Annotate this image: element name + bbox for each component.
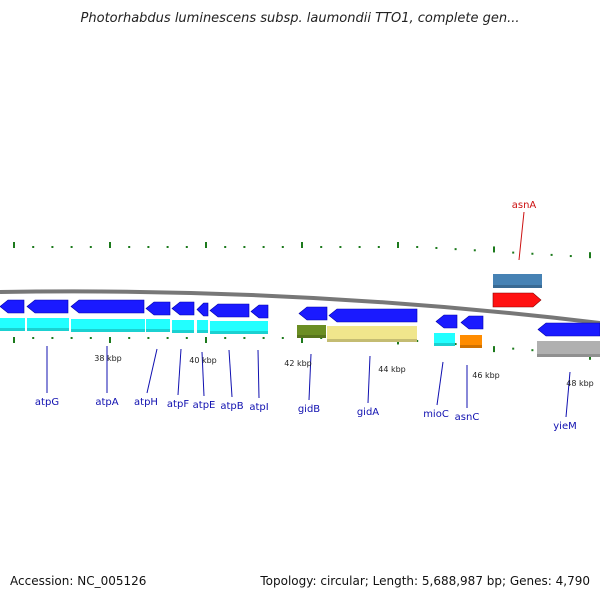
gene-label-gidA: gidA bbox=[357, 407, 379, 418]
cds-feature bbox=[492, 292, 542, 308]
kbp-label: 38 kbp bbox=[94, 354, 122, 363]
gene-feature bbox=[537, 341, 600, 357]
kbp-label: 46 kbp bbox=[472, 371, 500, 380]
kbp-label: 42 kbp bbox=[284, 359, 312, 368]
gene-label-connector bbox=[518, 211, 525, 261]
gene-feature-shade bbox=[297, 335, 326, 338]
cds-feature bbox=[209, 303, 250, 318]
kbp-label: 48 kbp bbox=[566, 379, 594, 388]
gene-label-connector bbox=[565, 371, 571, 418]
cds-feature bbox=[145, 301, 171, 316]
tick-row-top bbox=[13, 242, 591, 259]
gene-feature bbox=[297, 325, 326, 338]
kbp-layer: 38 kbp 40 kbp 42 kbp 44 kbp 46 kbp 48 kbp bbox=[94, 354, 594, 388]
gene-label-atpF: atpF bbox=[167, 399, 189, 410]
gene-feature-shade bbox=[434, 343, 455, 346]
label-layer: atpG atpA atpH atpF atpE atpB atpI gidB gidA mioC… bbox=[35, 200, 577, 432]
cds-feature bbox=[537, 322, 600, 337]
cds-feature bbox=[196, 302, 209, 317]
gene-label-yieM: yieM bbox=[553, 421, 576, 432]
gene-label-atpE: atpE bbox=[193, 400, 216, 411]
gene-feature-shade bbox=[27, 328, 69, 331]
gene-feature-shade bbox=[146, 329, 170, 332]
cds-feature bbox=[298, 306, 328, 321]
gene-label-mioC: mioC bbox=[423, 409, 449, 420]
cds-feature bbox=[70, 299, 145, 314]
gene-feature bbox=[460, 335, 482, 348]
gene-label-atpG: atpG bbox=[35, 397, 59, 408]
gene-label-connector bbox=[177, 348, 182, 396]
gene-feature bbox=[434, 333, 455, 346]
gene-feature bbox=[146, 319, 170, 332]
gene-label-asnA: asnA bbox=[512, 200, 537, 211]
gene-label-gidB: gidB bbox=[298, 404, 320, 415]
gene-label-atpI: atpI bbox=[249, 402, 268, 413]
cds-feature bbox=[250, 304, 269, 319]
gene-feature bbox=[197, 320, 208, 333]
kbp-label: 40 kbp bbox=[189, 356, 217, 365]
gene-label-asnC: asnC bbox=[455, 412, 480, 423]
gene-label-atpA: atpA bbox=[95, 397, 118, 408]
cds-feature bbox=[328, 308, 418, 323]
cds-feature bbox=[0, 299, 25, 314]
cds-feature bbox=[171, 301, 195, 316]
backbone-line bbox=[0, 289, 600, 325]
gene-label-connector bbox=[146, 348, 158, 394]
gene-feature-shade bbox=[460, 345, 482, 348]
gene-label-connector bbox=[308, 353, 312, 401]
gene-label-connector bbox=[367, 355, 371, 404]
gene-feature-shade bbox=[537, 354, 600, 357]
feature-layer bbox=[0, 274, 600, 357]
gene-feature-shade bbox=[0, 328, 25, 331]
gene-feature bbox=[27, 318, 69, 331]
gene-label-connector bbox=[436, 361, 444, 406]
gene-feature-shade bbox=[210, 331, 268, 334]
gene-feature bbox=[172, 320, 194, 333]
gene-label-atpB: atpB bbox=[220, 401, 243, 412]
accession-text: Accession: NC_005126 bbox=[10, 574, 146, 588]
gene-label-connector bbox=[257, 349, 260, 399]
gene-feature bbox=[493, 274, 542, 288]
gene-label-connector bbox=[201, 351, 205, 397]
map-title: Photorhabdus luminescens subsp. laumondi… bbox=[81, 11, 520, 26]
cds-feature bbox=[435, 314, 458, 329]
gene-feature-shade bbox=[197, 330, 208, 333]
gene-feature-shade bbox=[493, 285, 542, 288]
gene-feature bbox=[327, 326, 417, 342]
kbp-label: 44 kbp bbox=[378, 365, 406, 374]
gene-feature-shade bbox=[71, 329, 145, 332]
gene-feature bbox=[71, 319, 145, 332]
gene-feature bbox=[210, 321, 268, 334]
gene-feature bbox=[0, 318, 25, 331]
genome-summary: Topology: circular; Length: 5,688,987 bp… bbox=[259, 574, 590, 588]
cds-feature bbox=[460, 315, 484, 330]
gene-label-connector bbox=[228, 349, 233, 398]
gene-feature-shade bbox=[172, 330, 194, 333]
gene-feature-shade bbox=[327, 339, 417, 342]
cds-feature bbox=[26, 299, 69, 314]
gene-label-atpH: atpH bbox=[134, 397, 158, 408]
